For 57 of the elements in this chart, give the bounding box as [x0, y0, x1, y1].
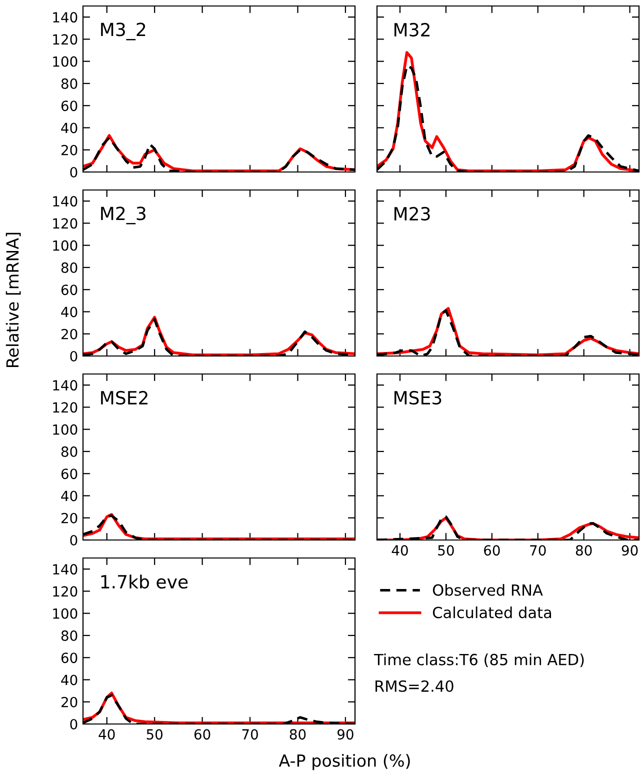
x-tick-label: 70: [530, 545, 546, 556]
y-tick-label: 140: [53, 564, 78, 575]
y-tick-label: 120: [53, 34, 78, 45]
y-tick-label: 40: [61, 306, 78, 318]
x-tick-label: 60: [194, 729, 210, 740]
y-tick-label: 40: [61, 122, 78, 134]
y-tick-label: 40: [61, 490, 78, 502]
legend-label: Calculated data: [432, 606, 552, 618]
x-tick-label: 60: [484, 545, 500, 556]
y-tick-label: 80: [61, 630, 78, 641]
y-tick-label: 140: [53, 380, 78, 391]
y-tick-label: 120: [53, 586, 78, 597]
y-tick-label: 120: [53, 402, 78, 413]
text: M3_2: [101, 22, 146, 40]
x-tick-label: 40: [98, 729, 115, 740]
x-tick-label: 50: [146, 729, 162, 740]
y-tick-label: 80: [61, 446, 78, 457]
y-tick-label: 120: [53, 218, 78, 229]
x-tick-label: 70: [242, 729, 258, 740]
y-tick-label: 0: [70, 718, 78, 730]
y-tick-label: 60: [61, 284, 78, 296]
x-tick-label: 90: [622, 545, 638, 556]
y-tick-label: 140: [53, 12, 78, 23]
x-tick-label: 50: [438, 545, 454, 556]
text: Time class:T6 (85 min AED): [374, 654, 584, 668]
y-tick-label: 60: [61, 100, 78, 112]
x-tick-label: 90: [337, 729, 354, 740]
y-tick-label: 60: [61, 652, 78, 664]
y-tick-label: 80: [61, 262, 78, 273]
y-tick-label: 0: [70, 534, 78, 546]
text: MSE2: [101, 390, 148, 405]
y-tick-label: 20: [61, 328, 78, 340]
y-tick-label: 0: [70, 350, 78, 362]
text: M32: [394, 22, 430, 37]
text: 1.7kb eve: [101, 574, 188, 589]
y-tick-label: 100: [53, 608, 78, 619]
y-tick-label: 20: [61, 696, 78, 708]
text: RMS=2.40: [376, 680, 454, 692]
text: M23: [394, 206, 430, 221]
y-tick-label: 100: [53, 56, 78, 67]
x-axis-title: A-P position (%): [278, 754, 410, 770]
y-tick-label: 40: [61, 674, 78, 686]
y-axis-title: Relative [mRNA]: [6, 232, 21, 367]
y-tick-label: 20: [61, 512, 78, 524]
y-tick-label: 60: [61, 468, 78, 480]
text: MSE3: [394, 390, 442, 405]
x-tick-label: 80: [290, 729, 306, 740]
y-tick-label: 100: [53, 240, 78, 251]
y-tick-label: 80: [61, 78, 78, 89]
text: M2_3: [101, 206, 146, 224]
y-tick-label: 100: [53, 424, 78, 435]
y-tick-label: 140: [53, 196, 78, 207]
legend-label: Observed RNA: [432, 584, 543, 596]
y-tick-label: 20: [61, 144, 78, 156]
y-tick-label: 0: [70, 166, 78, 178]
x-tick-label: 80: [576, 545, 592, 556]
x-tick-label: 40: [392, 545, 408, 556]
